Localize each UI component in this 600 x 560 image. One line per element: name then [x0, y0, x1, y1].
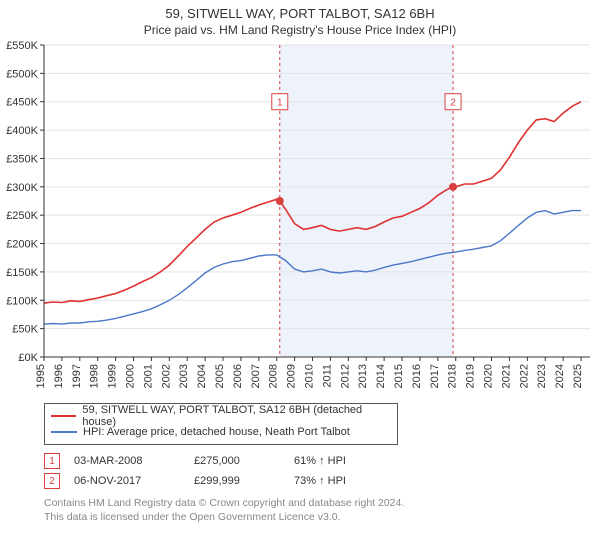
footer-line2: This data is licensed under the Open Gov…	[44, 511, 600, 525]
legend: 59, SITWELL WAY, PORT TALBOT, SA12 6BH (…	[44, 403, 398, 445]
svg-text:2019: 2019	[465, 364, 477, 388]
svg-text:£50K: £50K	[12, 324, 38, 336]
svg-text:£200K: £200K	[6, 239, 38, 251]
sale-marker: 2	[44, 473, 60, 489]
svg-text:2006: 2006	[232, 364, 244, 388]
svg-text:2024: 2024	[554, 364, 566, 388]
svg-text:2020: 2020	[483, 364, 495, 388]
svg-text:2013: 2013	[357, 364, 369, 388]
svg-text:2014: 2014	[375, 364, 387, 388]
svg-text:£300K: £300K	[6, 182, 38, 194]
sales-list: 1 03-MAR-2008£275,00061% ↑ HPI 2 06-NOV-201…	[44, 451, 600, 491]
sale-hpi: 73% ↑ HPI	[294, 475, 394, 487]
svg-text:2012: 2012	[339, 364, 351, 388]
svg-text:1996: 1996	[53, 364, 65, 388]
svg-text:£350K: £350K	[6, 153, 38, 165]
svg-text:2: 2	[450, 98, 456, 109]
title-subtitle: Price paid vs. HM Land Registry's House …	[0, 23, 600, 37]
svg-text:£250K: £250K	[6, 210, 38, 222]
svg-text:2000: 2000	[125, 364, 137, 388]
title-address: 59, SITWELL WAY, PORT TALBOT, SA12 6BH	[0, 6, 600, 21]
svg-text:2009: 2009	[286, 364, 298, 388]
price-chart: £0K £50K £100K £150K £200K £250K £300K £350K £40…	[0, 37, 600, 397]
svg-text:2025: 2025	[572, 364, 584, 388]
svg-text:£450K: £450K	[6, 97, 38, 109]
legend-swatch	[51, 431, 77, 433]
svg-text:£150K: £150K	[6, 267, 38, 279]
svg-text:1995: 1995	[35, 364, 47, 388]
svg-text:£0K: £0K	[18, 352, 38, 364]
sale-date: 06-NOV-2017	[74, 475, 194, 487]
footer-line1: Contains HM Land Registry data © Crown c…	[44, 497, 600, 511]
sale-price: £275,000	[194, 455, 294, 467]
svg-text:2022: 2022	[518, 364, 530, 388]
footer-attribution: Contains HM Land Registry data © Crown c…	[44, 497, 600, 524]
svg-text:2017: 2017	[429, 364, 441, 388]
svg-text:£400K: £400K	[6, 125, 38, 137]
svg-text:1997: 1997	[71, 364, 83, 388]
sale-price: £299,999	[194, 475, 294, 487]
svg-text:2008: 2008	[268, 364, 280, 388]
svg-text:2007: 2007	[250, 364, 262, 388]
svg-text:2016: 2016	[411, 364, 423, 388]
svg-text:£500K: £500K	[6, 68, 38, 80]
svg-text:2010: 2010	[304, 364, 316, 388]
svg-text:2018: 2018	[447, 364, 459, 388]
svg-text:£100K: £100K	[6, 295, 38, 307]
sale-row: 1 03-MAR-2008£275,00061% ↑ HPI	[44, 451, 600, 471]
svg-text:1: 1	[277, 98, 283, 109]
svg-text:2021: 2021	[500, 364, 512, 388]
legend-label: HPI: Average price, detached house, Neat…	[83, 426, 350, 438]
svg-text:2005: 2005	[214, 364, 226, 388]
svg-text:1998: 1998	[89, 364, 101, 388]
sale-hpi: 61% ↑ HPI	[294, 455, 394, 467]
svg-text:£550K: £550K	[6, 40, 38, 52]
sale-row: 2 06-NOV-2017£299,99973% ↑ HPI	[44, 471, 600, 491]
svg-text:2011: 2011	[321, 364, 333, 388]
sale-marker: 1	[44, 453, 60, 469]
sale-date: 03-MAR-2008	[74, 455, 194, 467]
legend-row: HPI: Average price, detached house, Neat…	[51, 424, 391, 440]
svg-text:2003: 2003	[178, 364, 190, 388]
svg-text:2015: 2015	[393, 364, 405, 388]
legend-label: 59, SITWELL WAY, PORT TALBOT, SA12 6BH (…	[82, 404, 391, 428]
legend-swatch	[51, 415, 76, 417]
svg-text:2023: 2023	[536, 364, 548, 388]
svg-text:2004: 2004	[196, 364, 208, 388]
svg-text:2002: 2002	[160, 364, 172, 388]
legend-row: 59, SITWELL WAY, PORT TALBOT, SA12 6BH (…	[51, 408, 391, 424]
svg-text:2001: 2001	[142, 364, 154, 388]
svg-text:1999: 1999	[107, 364, 119, 388]
